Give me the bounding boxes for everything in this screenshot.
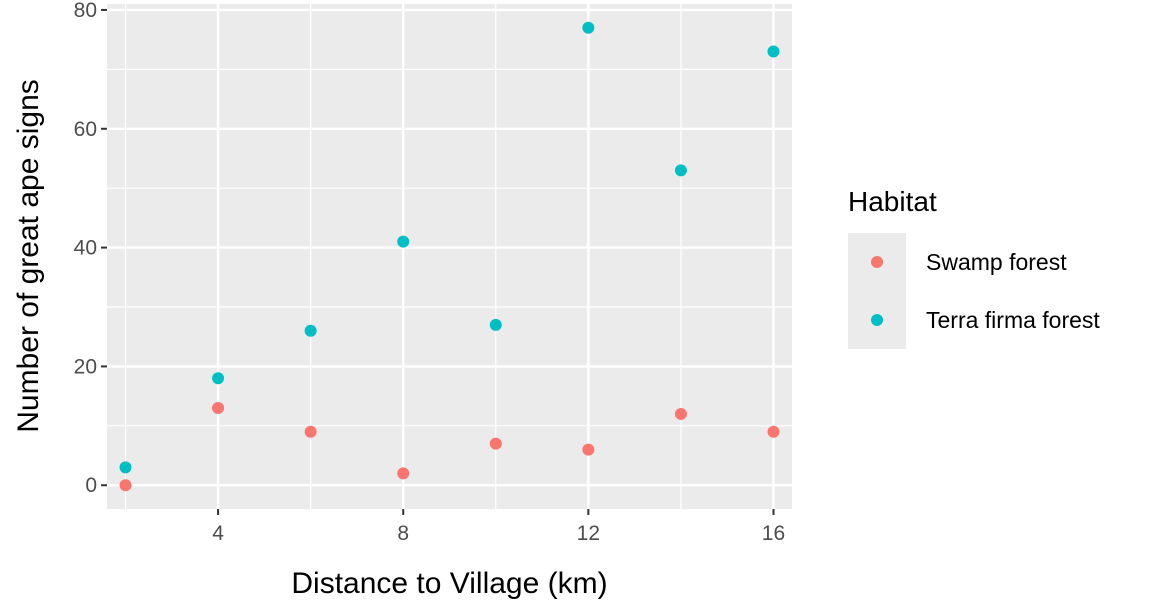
data-point-terra-firma-forest (397, 235, 410, 248)
legend-key-terra-firma-forest (871, 314, 883, 326)
data-point-terra-firma-forest (674, 164, 687, 177)
y-axis-title: Number of great ape signs (12, 79, 45, 433)
legend-key-swamp-forest (871, 256, 883, 268)
y-tick-label: 0 (85, 474, 97, 497)
y-tick-label: 80 (74, 0, 97, 22)
data-point-terra-firma-forest (119, 461, 132, 474)
data-point-swamp-forest (489, 437, 502, 450)
data-point-terra-firma-forest (212, 372, 225, 385)
legend-title: Habitat (848, 186, 937, 217)
legend-label: Swamp forest (926, 249, 1067, 275)
x-tick-label: 8 (397, 522, 409, 545)
legend: Habitat Swamp forest Terra firma forest (848, 186, 1100, 349)
panel-background (107, 4, 792, 509)
data-point-swamp-forest (582, 443, 595, 456)
y-tick-label: 60 (74, 118, 97, 141)
data-point-swamp-forest (767, 425, 780, 438)
data-point-swamp-forest (397, 467, 410, 480)
data-point-swamp-forest (212, 402, 225, 414)
data-point-swamp-forest (674, 407, 687, 420)
major-gridlines (107, 4, 792, 509)
data-point-terra-firma-forest (304, 324, 317, 337)
data-point-terra-firma-forest (489, 318, 502, 331)
data-point-terra-firma-forest (767, 45, 780, 58)
x-tick-label: 4 (212, 522, 224, 545)
legend-items: Swamp forest Terra firma forest (871, 249, 1100, 333)
data-point-terra-firma-forest (582, 21, 595, 34)
x-axis-ticks: 4 8 12 16 (212, 509, 785, 545)
legend-key-background (848, 233, 906, 349)
x-tick-label: 16 (762, 522, 785, 545)
data-point-swamp-forest (119, 479, 132, 492)
x-tick-label: 12 (577, 522, 600, 545)
y-tick-label: 20 (74, 355, 97, 378)
legend-label: Terra firma forest (926, 307, 1100, 333)
data-point-swamp-forest (304, 425, 317, 438)
minor-gridlines (107, 4, 792, 509)
x-axis-title: Distance to Village (km) (291, 567, 607, 600)
y-axis-ticks: 0 20 40 60 80 (74, 0, 107, 497)
y-tick-label: 40 (74, 237, 97, 260)
data-points (119, 21, 780, 492)
